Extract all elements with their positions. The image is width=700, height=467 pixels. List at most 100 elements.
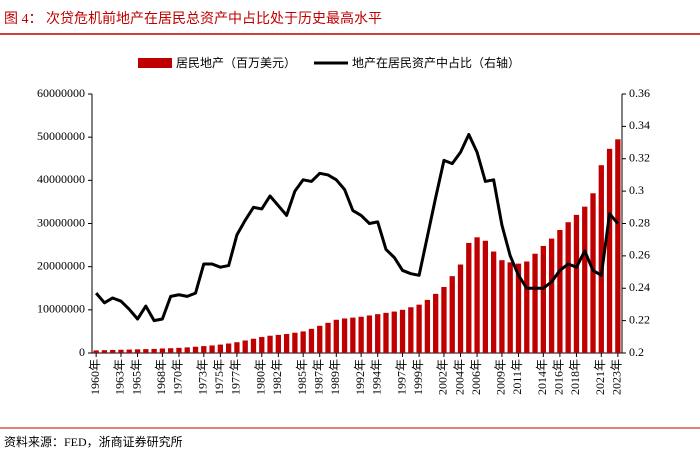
bar bbox=[308, 328, 315, 353]
y2-tick-label: 0.2 bbox=[629, 345, 644, 359]
bar bbox=[317, 325, 323, 353]
x-tick-label: 1994年 bbox=[369, 359, 383, 395]
x-tick-label: 1989年 bbox=[328, 359, 342, 395]
bar bbox=[615, 139, 621, 353]
x-tick-label: 1968年 bbox=[154, 359, 168, 395]
bar bbox=[557, 229, 563, 353]
bar bbox=[134, 349, 141, 353]
x-tick-label: 1975年 bbox=[212, 359, 226, 395]
x-tick-label: 1987年 bbox=[311, 359, 325, 395]
bar bbox=[606, 148, 613, 353]
y2-tick-label: 0.22 bbox=[629, 312, 650, 326]
y-tick-label: 60000000 bbox=[37, 86, 85, 100]
x-tick-label: 2018年 bbox=[568, 359, 582, 395]
x-tick-label: 2009年 bbox=[494, 359, 508, 395]
x-tick-label: 1973年 bbox=[196, 359, 210, 395]
bar bbox=[565, 222, 571, 353]
bar bbox=[391, 311, 397, 353]
bar bbox=[225, 343, 232, 353]
bar bbox=[449, 276, 455, 353]
x-tick-label: 1982年 bbox=[270, 359, 284, 395]
y2-tick-label: 0.34 bbox=[629, 118, 650, 132]
bar bbox=[325, 322, 331, 353]
bar bbox=[201, 346, 207, 353]
bar bbox=[267, 335, 273, 353]
bar bbox=[101, 350, 108, 353]
bar bbox=[217, 344, 224, 353]
line bbox=[94, 132, 620, 323]
bar bbox=[93, 350, 99, 353]
x-tick-label: 1992年 bbox=[353, 359, 367, 395]
bar bbox=[408, 307, 414, 353]
x-tick-label: 1963年 bbox=[113, 359, 127, 395]
bar bbox=[184, 347, 190, 353]
x-tick-label: 2021年 bbox=[593, 359, 607, 395]
bar bbox=[441, 286, 447, 353]
bar bbox=[548, 238, 555, 353]
bar bbox=[540, 245, 546, 353]
bar bbox=[482, 240, 489, 353]
bar bbox=[283, 334, 290, 353]
x-tick-label: 2004年 bbox=[452, 359, 466, 395]
bar bbox=[250, 338, 257, 353]
bar bbox=[358, 316, 364, 353]
x-tick-label: 1965年 bbox=[129, 359, 143, 395]
bar bbox=[573, 214, 580, 353]
x-tick-label: 1977年 bbox=[229, 359, 243, 395]
bar bbox=[176, 347, 182, 353]
x-tick-label: 1985年 bbox=[295, 359, 309, 395]
x-tick-label: 2006年 bbox=[469, 359, 483, 395]
x-tick-label: 2016年 bbox=[552, 359, 566, 395]
bar bbox=[259, 337, 265, 353]
bar bbox=[151, 348, 157, 353]
bar bbox=[490, 251, 497, 353]
bar bbox=[159, 348, 166, 353]
y2-tick-label: 0.24 bbox=[629, 280, 650, 294]
bar bbox=[383, 312, 389, 353]
chart-title: 图 4： 次贷危机前地产在居民总资产中占比处于历史最高水平 bbox=[4, 10, 382, 27]
x-tick-label: 2023年 bbox=[610, 359, 624, 395]
x-tick-label: 2011年 bbox=[510, 359, 524, 395]
y-tick-label: 50000000 bbox=[37, 129, 85, 143]
bar bbox=[292, 332, 298, 353]
y-tick-label: 30000000 bbox=[37, 215, 85, 229]
bar bbox=[532, 253, 538, 353]
bar bbox=[143, 349, 149, 353]
x-tick-label: 1980年 bbox=[254, 359, 268, 395]
bar bbox=[110, 349, 116, 353]
x-tick-label: 1999年 bbox=[411, 359, 425, 395]
y2-tick-label: 0.26 bbox=[629, 248, 650, 262]
bar bbox=[234, 342, 240, 353]
bar bbox=[192, 346, 199, 353]
bar bbox=[118, 349, 124, 353]
bar bbox=[515, 263, 522, 353]
bar bbox=[300, 331, 306, 353]
bar bbox=[333, 319, 339, 353]
bar bbox=[126, 349, 132, 353]
bar bbox=[275, 334, 281, 353]
source-note: 资料来源：FED，浙商证券研究所 bbox=[4, 434, 183, 449]
bar bbox=[375, 314, 381, 353]
y2-tick-label: 0.3 bbox=[629, 183, 644, 197]
bar bbox=[168, 348, 174, 353]
legend-label: 地产在居民资产中占比（右轴） bbox=[352, 55, 520, 70]
bar bbox=[474, 237, 480, 353]
bar bbox=[399, 309, 406, 353]
y-tick-label: 40000000 bbox=[37, 172, 85, 186]
bar bbox=[350, 317, 356, 353]
bar bbox=[499, 260, 505, 353]
y2-tick-label: 0.32 bbox=[629, 151, 650, 165]
bar bbox=[507, 262, 513, 353]
bar bbox=[466, 242, 472, 353]
x-tick-label: 1960年 bbox=[88, 359, 102, 395]
x-tick-label: 2014年 bbox=[535, 359, 549, 395]
legend-swatch bbox=[138, 58, 172, 68]
y-tick-label: 10000000 bbox=[37, 302, 85, 316]
y-tick-label: 20000000 bbox=[37, 258, 85, 272]
legend-label: 居民地产（百万美元） bbox=[176, 56, 296, 70]
y2-tick-label: 0.28 bbox=[629, 215, 650, 229]
bar bbox=[416, 304, 422, 353]
y-tick-label: 0 bbox=[79, 345, 85, 359]
x-tick-label: 1970年 bbox=[171, 359, 185, 395]
